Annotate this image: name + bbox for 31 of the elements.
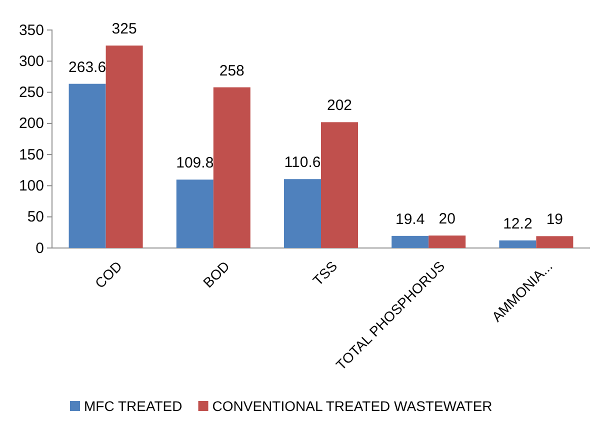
bar bbox=[106, 46, 143, 248]
data-label: 263.6 bbox=[68, 58, 106, 76]
x-tick-label: TSS bbox=[310, 258, 340, 288]
y-tick-label: 350 bbox=[18, 22, 44, 39]
legend-label: MFC TREATED bbox=[84, 398, 182, 414]
data-label: 19 bbox=[546, 211, 564, 228]
bar bbox=[428, 236, 466, 248]
data-label: 258 bbox=[219, 62, 244, 80]
y-tick-label: 150 bbox=[18, 146, 44, 164]
bar bbox=[284, 179, 321, 248]
data-label: 325 bbox=[112, 20, 137, 38]
bar bbox=[213, 87, 250, 248]
y-tick-label: 50 bbox=[27, 208, 44, 226]
y-tick-label: 200 bbox=[18, 115, 44, 132]
y-tick-label: 300 bbox=[18, 52, 44, 70]
y-tick-label: 250 bbox=[18, 84, 44, 102]
bar bbox=[68, 84, 106, 248]
data-label: 109.8 bbox=[176, 154, 214, 172]
y-tick-label: 100 bbox=[18, 178, 44, 195]
data-label: 19.4 bbox=[396, 210, 425, 228]
bar bbox=[392, 236, 429, 248]
bar bbox=[176, 180, 214, 248]
bar bbox=[321, 122, 358, 248]
legend-label: CONVENTIONAL TREATED WASTEWATER bbox=[212, 398, 492, 414]
data-label: 20 bbox=[438, 210, 456, 228]
bar bbox=[536, 236, 574, 248]
data-label: 12.2 bbox=[503, 215, 532, 232]
data-label: 110.6 bbox=[284, 154, 321, 172]
data-label: 202 bbox=[326, 97, 352, 114]
bar bbox=[499, 240, 536, 248]
y-tick-label: 0 bbox=[36, 240, 44, 257]
